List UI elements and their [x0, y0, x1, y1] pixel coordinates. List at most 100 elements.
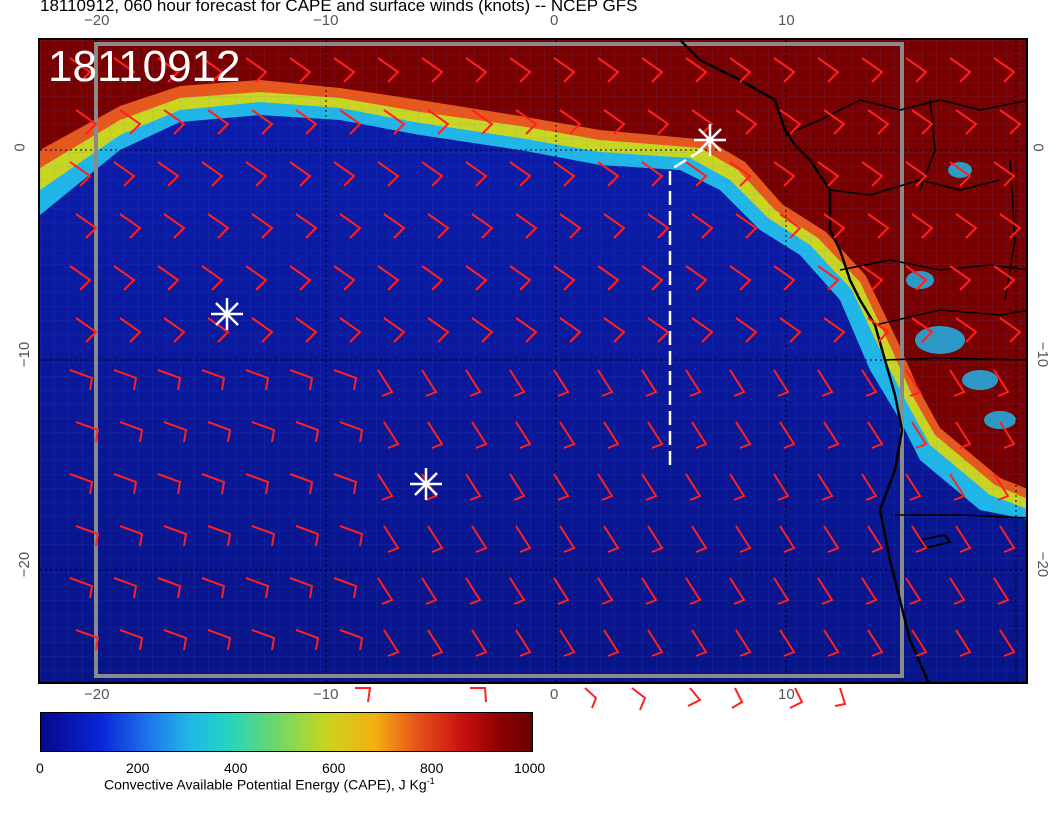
wind-barb: [383, 525, 400, 553]
plot-title: 18110912, 060 hour forecast for CAPE and…: [40, 0, 638, 15]
wind-barb: [69, 473, 94, 495]
wind-barb: [339, 525, 364, 547]
wind-barb: [553, 265, 576, 291]
wind-barb: [163, 421, 188, 443]
wind-barb: [779, 317, 802, 343]
wind-barb: [905, 161, 928, 187]
lon-label-top: 10: [778, 12, 795, 29]
wind-barb: [251, 629, 276, 651]
wind-barb: [861, 57, 884, 83]
lat-label-right: −10: [1034, 341, 1052, 368]
wind-barb: [949, 369, 966, 397]
wind-barb: [735, 213, 758, 239]
colorbar-label: Convective Available Potential Energy (C…: [104, 776, 435, 793]
wind-barb: [339, 213, 362, 239]
asterisk-marker: [410, 468, 442, 500]
wind-barb: [515, 317, 538, 343]
wind-barb: [993, 473, 1010, 501]
colorbar-tick: 200: [126, 760, 150, 776]
colorbar-tick: 800: [420, 760, 444, 776]
wind-barb: [75, 213, 98, 239]
wind-barb: [295, 317, 318, 343]
wind-barb: [553, 161, 576, 187]
wind-barb: [509, 265, 532, 291]
cape-colorbar: [40, 712, 533, 752]
storm-track: [668, 143, 711, 465]
wind-barb: [911, 421, 928, 449]
wind-barb: [421, 161, 444, 187]
wind-barb: [817, 577, 834, 605]
wind-barb: [201, 473, 226, 495]
wind-barb: [993, 369, 1010, 397]
wind-barb: [911, 109, 934, 135]
wind-barb: [817, 161, 840, 187]
wind-barb: [911, 317, 934, 343]
wind-barb: [69, 369, 94, 391]
wind-barb: [377, 473, 394, 501]
wind-barb: [383, 421, 400, 449]
wind-barb: [427, 213, 450, 239]
wind-barb: [289, 161, 312, 187]
wind-barb: [647, 629, 664, 657]
wind-barb: [427, 629, 444, 657]
wind-barb: [597, 161, 620, 187]
wind-barb: [471, 421, 488, 449]
wind-barb: [421, 57, 444, 83]
wind-barb: [817, 369, 834, 397]
graticule: [40, 40, 1026, 682]
wind-barb: [999, 525, 1016, 553]
wind-barb: [471, 629, 488, 657]
wind-barb: [603, 317, 626, 343]
wind-barb: [515, 629, 532, 657]
wind-barb: [207, 109, 230, 135]
wind-barb: [999, 629, 1016, 657]
wind-barb: [289, 577, 314, 599]
wind-barb: [427, 525, 444, 553]
wind-barb: [603, 421, 620, 449]
wind-barb: [955, 421, 972, 449]
wind-barb: [559, 109, 582, 135]
wind-barb: [905, 57, 928, 83]
wind-barb: [817, 473, 834, 501]
wind-barb: [779, 629, 796, 657]
wind-barb: [113, 57, 136, 83]
wind-barb: [823, 213, 846, 239]
wind-barb: [597, 57, 620, 83]
wind-barb: [509, 369, 526, 397]
wind-barb: [597, 577, 614, 605]
wind-barb: [333, 161, 356, 187]
wind-barb: [685, 473, 702, 501]
wind-barb: [69, 57, 92, 83]
colorbar-tick: 0: [36, 760, 44, 776]
wind-barb: [207, 629, 232, 651]
lat-label-left: 0: [11, 143, 29, 152]
colorbar-tick: 400: [224, 760, 248, 776]
wind-barb: [999, 213, 1022, 239]
wind-barb: [383, 109, 406, 135]
wind-barb: [861, 265, 884, 291]
wind-barb: [911, 213, 934, 239]
wind-barb: [861, 161, 884, 187]
wind-barb: [207, 213, 230, 239]
wind-barb: [333, 265, 356, 291]
wind-barb: [949, 577, 966, 605]
wind-barb: [207, 421, 232, 443]
wind-barb: [377, 265, 400, 291]
wind-barb: [509, 577, 526, 605]
wind-barb: [641, 161, 664, 187]
wind-barb: [823, 421, 840, 449]
wind-barb: [729, 369, 746, 397]
wind-barb: [295, 629, 320, 651]
wind-barb: [427, 317, 450, 343]
wind-barb: [289, 57, 312, 83]
wind-barb: [69, 577, 94, 599]
wind-barb: [999, 109, 1022, 135]
wind-barb: [339, 629, 364, 651]
wind-barb: [119, 109, 142, 135]
wind-barb: [465, 161, 488, 187]
wind-barb: [949, 57, 972, 83]
wind-barb: [333, 369, 358, 391]
wind-barb: [119, 317, 142, 343]
wind-barb: [515, 213, 538, 239]
wind-barb: [779, 213, 802, 239]
